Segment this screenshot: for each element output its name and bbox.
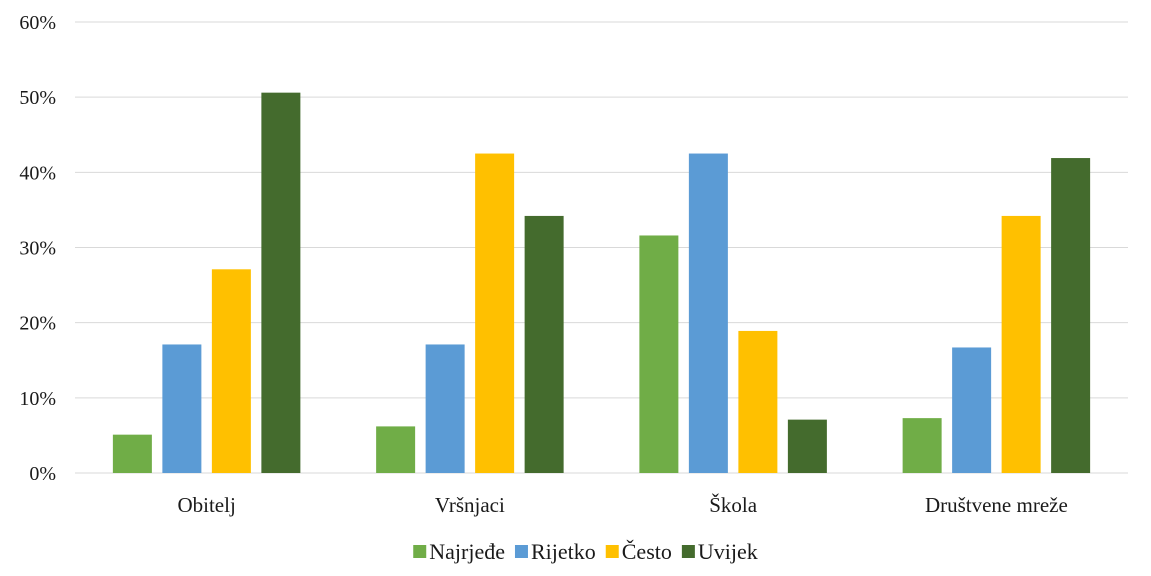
x-category-label: Vršnjaci — [435, 493, 505, 517]
bar-najrjeđe-2 — [639, 235, 679, 473]
legend-label: Najrjeđe — [429, 539, 505, 564]
legend-item-uvijek: Uvijek — [681, 539, 758, 564]
legend-swatch — [681, 545, 695, 558]
y-tick-label: 10% — [19, 388, 56, 410]
bar-uvijek-3 — [1051, 158, 1091, 473]
y-axis-tick-labels: 0% 10% 20% 30% 40% 50% 60% — [19, 12, 56, 485]
bar-rijetko-2 — [688, 153, 728, 473]
legend-label: Uvijek — [698, 539, 758, 564]
y-tick-label: 60% — [19, 12, 56, 34]
x-category-label: Društvene mreže — [925, 493, 1068, 517]
bar-često-3 — [1001, 215, 1041, 473]
bar-najrjeđe-0 — [112, 434, 152, 473]
y-tick-label: 40% — [19, 162, 56, 184]
legend-label: Rijetko — [531, 539, 596, 564]
bar-najrjeđe-1 — [376, 426, 416, 473]
legend: Najrjeđe Rijetko Često Uvijek — [413, 539, 758, 564]
bar-uvijek-1 — [524, 215, 564, 473]
y-tick-label: 20% — [19, 313, 56, 335]
y-tick-label: 30% — [19, 238, 56, 260]
bar-često-1 — [475, 153, 515, 473]
bar-najrjeđe-3 — [902, 418, 942, 473]
bar-uvijek-2 — [787, 419, 827, 473]
bar-uvijek-0 — [261, 92, 301, 473]
legend-item-rijetko: Rijetko — [514, 539, 596, 564]
legend-item-najrjeđe: Najrjeđe — [413, 539, 505, 564]
legend-swatch — [413, 545, 427, 558]
x-category-label: Obitelj — [177, 493, 235, 517]
y-tick-label: 50% — [19, 87, 56, 109]
bar-rijetko-3 — [952, 347, 992, 473]
y-tick-label: 0% — [29, 463, 56, 485]
x-axis-category-labels: Obitelj Vršnjaci Škola Društvene mreže — [177, 493, 1067, 517]
legend-item-često: Često — [605, 539, 672, 564]
legend-swatch — [514, 545, 528, 558]
x-category-label: Škola — [709, 493, 758, 517]
legend-swatch — [605, 545, 619, 558]
bar-rijetko-0 — [162, 344, 202, 473]
bars — [112, 92, 1091, 473]
legend-label: Često — [622, 539, 672, 564]
bar-rijetko-1 — [425, 344, 465, 473]
bar-često-2 — [738, 330, 778, 473]
bar-često-0 — [211, 269, 251, 473]
